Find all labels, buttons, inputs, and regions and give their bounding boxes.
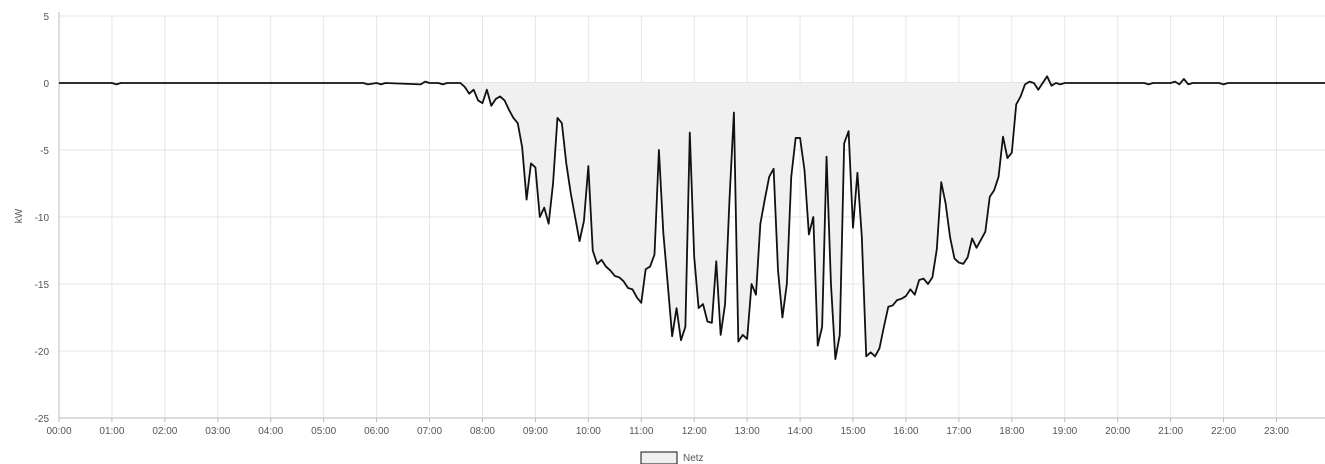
- x-tick-label: 12:00: [682, 426, 707, 437]
- y-tick-label: -25: [35, 414, 50, 425]
- area-fill-netz: [59, 76, 1325, 360]
- x-tick-label: 00:00: [46, 426, 71, 437]
- x-tick-label: 08:00: [470, 426, 495, 437]
- x-tick-label: 17:00: [946, 426, 971, 437]
- x-tick-label: 04:00: [258, 426, 283, 437]
- x-tick-label: 10:00: [576, 426, 601, 437]
- x-tick-label: 13:00: [735, 426, 760, 437]
- x-tick-label: 11:00: [629, 426, 654, 437]
- y-axis-title: kW: [14, 208, 25, 223]
- x-tick-label: 23:00: [1264, 426, 1289, 437]
- x-tick-label: 18:00: [999, 426, 1024, 437]
- x-tick-label: 09:00: [523, 426, 548, 437]
- x-tick-label: 20:00: [1105, 426, 1130, 437]
- x-tick-label: 02:00: [152, 426, 177, 437]
- x-tick-label: 16:00: [893, 426, 918, 437]
- x-tick-label: 19:00: [1052, 426, 1077, 437]
- axes: [58, 12, 1325, 422]
- y-tick-label: 0: [43, 79, 49, 90]
- x-tick-label: 14:00: [788, 426, 813, 437]
- line-netz: [59, 75, 1325, 360]
- x-tick-label: 22:00: [1211, 426, 1236, 437]
- legend[interactable]: Netz: [640, 451, 704, 464]
- x-tick-label: 07:00: [417, 426, 442, 437]
- x-tick-labels: 00:00 01:00 02:00 03:00 04:00 05:00 06:00 07:00…: [46, 426, 1289, 437]
- y-tick-label: 5: [43, 12, 49, 23]
- y-tick-label: -10: [35, 213, 50, 224]
- legend-swatch: [640, 451, 678, 464]
- y-tick-label: -15: [35, 280, 50, 291]
- x-tick-label: 06:00: [364, 426, 389, 437]
- x-tick-label: 01:00: [99, 426, 124, 437]
- legend-label: Netz: [683, 453, 704, 464]
- y-tick-label: -20: [35, 347, 50, 358]
- x-tick-label: 21:00: [1158, 426, 1183, 437]
- x-tick-label: 03:00: [205, 426, 230, 437]
- series-netz: [59, 75, 1325, 360]
- x-tick-label: 05:00: [311, 426, 336, 437]
- x-tick-label: 15:00: [840, 426, 865, 437]
- y-tick-labels: 5 0 -5 -10 -15 -20 -25: [35, 12, 50, 425]
- y-tick-label: -5: [40, 146, 49, 157]
